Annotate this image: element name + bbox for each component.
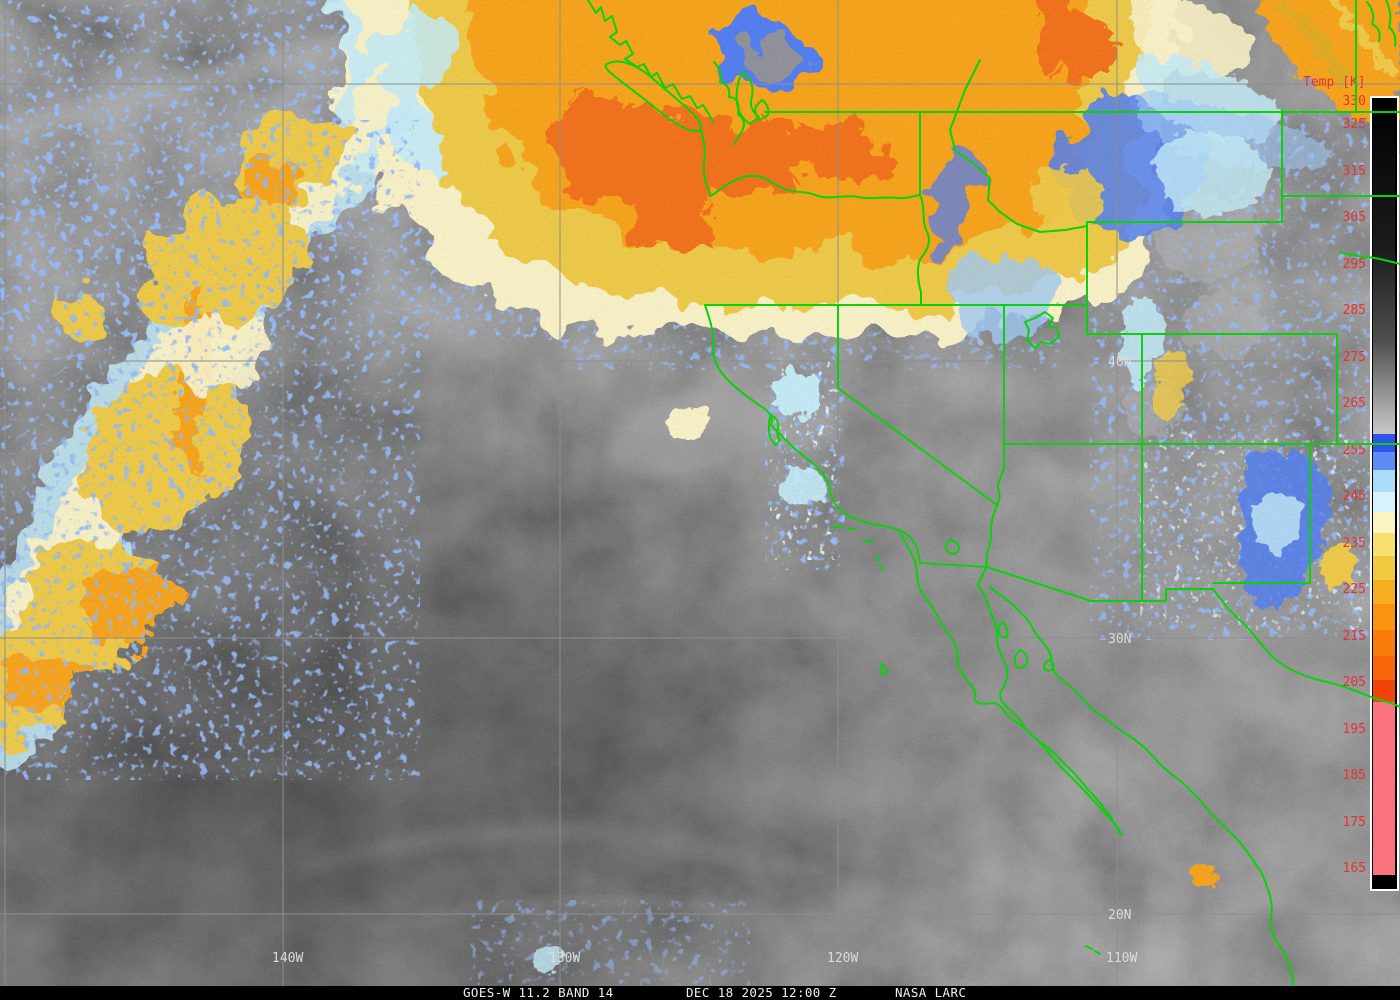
guadalupe-island — [879, 663, 888, 676]
california-coast — [704, 304, 921, 564]
colorbar-segment — [1373, 492, 1395, 512]
colorbar-segment — [1373, 630, 1395, 656]
salton-sea — [945, 539, 960, 555]
colorbar-segment — [1373, 470, 1395, 492]
colorbar-segment — [1373, 533, 1395, 556]
colorbar-tick-label: 195 — [1343, 722, 1366, 737]
colorbar-tick-label: 275 — [1343, 350, 1366, 365]
canada-lakes — [1366, 0, 1397, 47]
colorbar-tick-label: 265 — [1343, 396, 1366, 411]
colorbar-tick-label: 205 — [1343, 675, 1366, 690]
colorbar-segment — [1373, 702, 1395, 875]
baja-gulf-coast — [977, 567, 1122, 836]
caption-datetime: DEC 18 2025 12:00 Z — [686, 985, 837, 1000]
colorbar-segment — [1373, 452, 1395, 470]
colorbar-segment — [1373, 556, 1395, 580]
colorbar-segment — [1373, 680, 1395, 702]
salish-sea — [713, 61, 770, 145]
colorbar-tick-label: 175 — [1343, 815, 1366, 830]
colorbar-tick-label: 325 — [1343, 117, 1366, 132]
colorbar-gray-gradient — [1373, 99, 1395, 434]
colorbar-tick-label: 245 — [1343, 489, 1366, 504]
colorbar-title: Temp [K] — [1303, 75, 1366, 90]
columbia-river-border — [710, 174, 921, 200]
longitude-label: 130W — [549, 951, 580, 966]
colorbar-segment — [1373, 875, 1395, 888]
colorbar-tick-label: 295 — [1343, 257, 1366, 272]
colorbar-tick-labels: 330 325 315 305 295 285 275 265 255 245 235 225 215 2… — [1343, 94, 1366, 876]
islas-marias — [1085, 945, 1101, 955]
temperature-colorbar — [1370, 96, 1399, 891]
yellowstone-outline — [1024, 311, 1060, 349]
latitude-label: 40N — [1108, 355, 1131, 370]
caption-credit: NASA LARC — [895, 985, 967, 1000]
rio-grande — [1212, 588, 1400, 708]
washington-coast — [699, 127, 712, 197]
colorbar-tick-label: 255 — [1343, 443, 1366, 458]
colorbar-tick-label: 185 — [1343, 768, 1366, 783]
gulf-islands — [997, 621, 1055, 672]
caption-satellite: GOES-W 11.2 BAND 14 — [463, 985, 614, 1000]
vancouver-island — [604, 60, 703, 133]
map-boundaries — [587, 0, 1400, 987]
caption-bar: GOES-W 11.2 BAND 14 DEC 18 2025 12:00 Z … — [0, 986, 1400, 1000]
colorbar-tick-label: 225 — [1343, 582, 1366, 597]
colorbar-tick-label: 305 — [1343, 210, 1366, 225]
colorbar-segment — [1373, 604, 1395, 630]
longitude-label: 140W — [272, 951, 303, 966]
colorbar-tick-label: 330 — [1343, 94, 1366, 109]
baja-west-coast — [899, 532, 1122, 836]
sonora-sinaloa-coast — [989, 586, 1294, 987]
colorbar-tick-label: 165 — [1343, 861, 1366, 876]
colorbar-segment — [1373, 580, 1395, 604]
colorbar-tick-label: 285 — [1343, 303, 1366, 318]
colorbar-segment — [1373, 656, 1395, 680]
san-francisco-bay — [767, 414, 781, 446]
colorbar-tick-label: 315 — [1343, 164, 1366, 179]
latitude-label: 30N — [1108, 632, 1131, 647]
latlon-grid-labels: 140W 130W 120W 110W 40N 30N 20N — [272, 355, 1137, 966]
colorbar-segment — [1373, 512, 1395, 533]
colorbar-tick-label: 215 — [1343, 629, 1366, 644]
colorbar-tick-label: 235 — [1343, 536, 1366, 551]
latitude-label: 20N — [1108, 908, 1131, 923]
channel-islands — [832, 526, 884, 571]
longitude-label: 110W — [1106, 951, 1137, 966]
state-borders-west — [704, 0, 1400, 602]
longitude-label: 120W — [827, 951, 858, 966]
